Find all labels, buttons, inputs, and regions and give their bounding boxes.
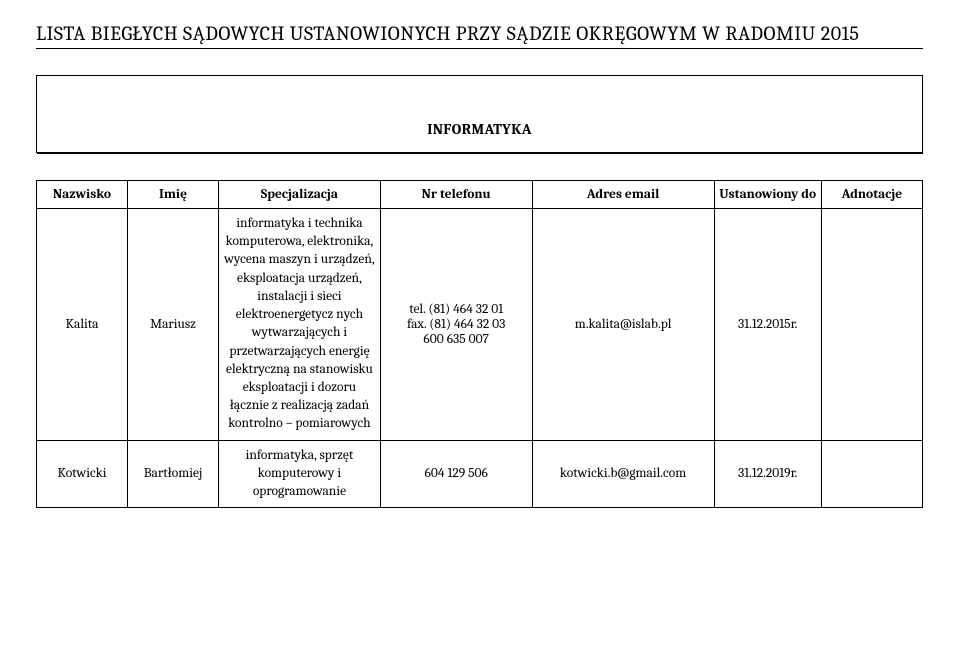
cell-nr-telefonu: tel. (81) 464 32 01fax. (81) 464 32 0360… [380, 209, 532, 441]
document-page: LISTA BIEGŁYCH SĄDOWYCH USTANOWIONYCH PR… [0, 0, 959, 646]
cell-adnotacje [821, 440, 922, 508]
col-header-adnotacje: Adnotacje [821, 181, 922, 209]
col-header-specjalizacja: Specjalizacja [219, 181, 381, 209]
cell-nr-telefonu: 604 129 506 [380, 440, 532, 508]
col-header-nazwisko: Nazwisko [37, 181, 128, 209]
spacer-row [37, 154, 923, 181]
col-header-adres-email: Adres email [532, 181, 714, 209]
cell-adres-email: kotwicki.b@gmail.com [532, 440, 714, 508]
col-header-ustanowiony-do: Ustanowiony do [714, 181, 821, 209]
cell-ustanowiony-do: 31.12.2015r. [714, 209, 821, 441]
experts-table: Nazwisko Imię Specjalizacja Nr telefonu … [36, 153, 923, 508]
table-header-row: Nazwisko Imię Specjalizacja Nr telefonu … [37, 181, 923, 209]
cell-nazwisko: Kotwicki [37, 440, 128, 508]
cell-imie: Bartłomiej [128, 440, 219, 508]
table-row: Kotwicki Bartłomiej informatyka, sprzęt … [37, 440, 923, 508]
section-header-label: INFORMATYKA [427, 120, 532, 138]
page-title: LISTA BIEGŁYCH SĄDOWYCH USTANOWIONYCH PR… [36, 22, 923, 49]
section-header-box: INFORMATYKA [36, 75, 923, 153]
col-header-nr-telefonu: Nr telefonu [380, 181, 532, 209]
cell-nazwisko: Kalita [37, 209, 128, 441]
col-header-imie: Imię [128, 181, 219, 209]
cell-adres-email: m.kalita@islab.pl [532, 209, 714, 441]
cell-ustanowiony-do: 31.12.2019r. [714, 440, 821, 508]
cell-specjalizacja: informatyka i technika komputerowa, elek… [219, 209, 381, 441]
cell-adnotacje [821, 209, 922, 441]
table-row: Kalita Mariusz informatyka i technika ko… [37, 209, 923, 441]
cell-imie: Mariusz [128, 209, 219, 441]
cell-specjalizacja: informatyka, sprzęt komputerowy i oprogr… [219, 440, 381, 508]
